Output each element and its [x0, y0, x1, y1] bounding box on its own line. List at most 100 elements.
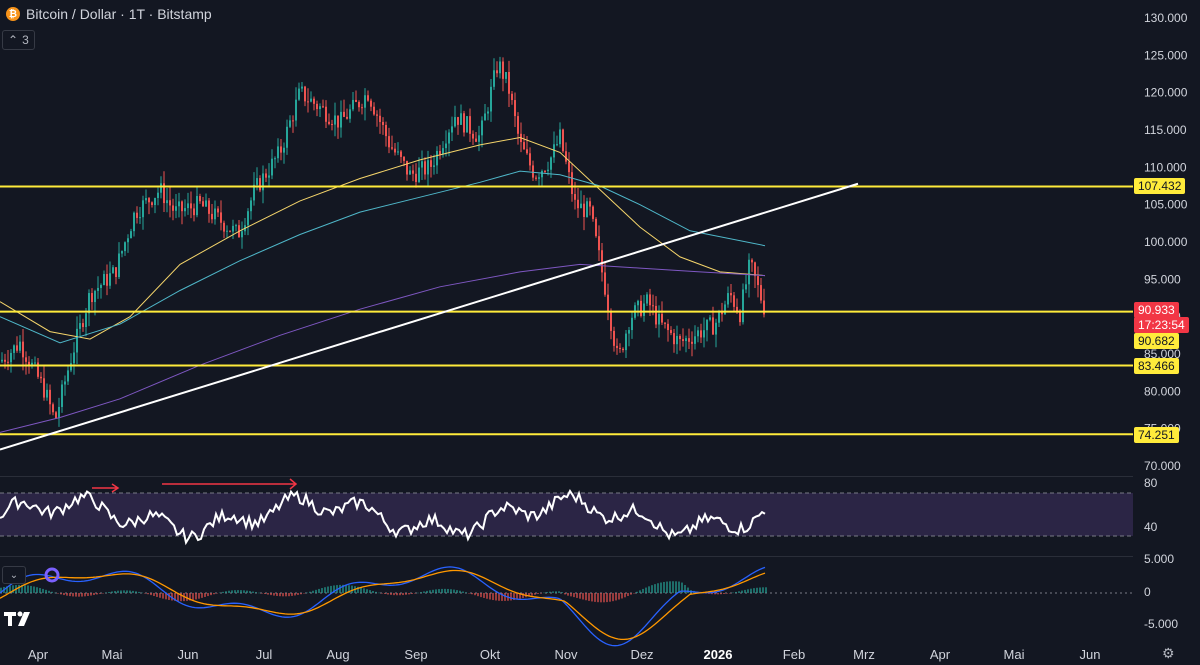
macd-histogram-bar: [327, 586, 329, 593]
candle: [523, 142, 525, 150]
macd-histogram-bar: [648, 586, 650, 593]
macd-histogram-bar: [90, 593, 92, 596]
macd-histogram-bar: [411, 593, 413, 594]
macd-histogram-bar: [135, 591, 137, 593]
candle: [517, 116, 519, 134]
candle: [712, 317, 714, 335]
macd-histogram-bar: [270, 593, 272, 596]
candle: [553, 144, 555, 158]
macd-histogram-bar: [258, 592, 260, 594]
candle: [292, 120, 294, 122]
candle: [526, 149, 528, 154]
macd-histogram-bar: [324, 587, 326, 593]
candle: [655, 305, 657, 325]
candle: [595, 218, 597, 237]
candle: [88, 293, 90, 314]
gear-icon[interactable]: ⚙: [1162, 645, 1175, 661]
macd-histogram-bar: [627, 593, 629, 597]
candle: [307, 101, 309, 103]
candle: [751, 259, 753, 263]
candle: [214, 208, 216, 220]
candle: [94, 290, 96, 303]
candle: [511, 93, 513, 101]
candle: [415, 173, 417, 182]
candle: [283, 147, 285, 153]
macd-histogram-bar: [312, 590, 314, 593]
candle: [337, 115, 339, 128]
price-axis-label: 95.000: [1144, 272, 1181, 286]
macd-histogram-bar: [645, 587, 647, 593]
rsi-line: [0, 488, 766, 546]
candle: [538, 177, 540, 179]
time-axis-label: Nov: [554, 647, 578, 662]
candle: [175, 206, 177, 211]
candle: [685, 338, 687, 342]
macd-histogram-bar: [165, 593, 167, 600]
candle: [589, 201, 591, 207]
candle: [715, 322, 717, 335]
macd-histogram-bar: [522, 593, 524, 599]
time-axis-label: Okt: [480, 647, 501, 662]
time-axis-label: 2026: [704, 647, 733, 662]
candle: [673, 333, 675, 345]
candle: [562, 129, 564, 152]
price-axis-label: 125.000: [1144, 48, 1188, 62]
macd-histogram-bar: [339, 584, 341, 593]
candle: [124, 242, 126, 252]
candle: [649, 294, 651, 306]
macd-axis-label: -5.000: [1144, 617, 1178, 631]
macd-histogram-bar: [207, 593, 209, 597]
macd-histogram-bar: [660, 582, 662, 593]
divergence-arrow: [92, 483, 120, 493]
indicator-count: 3: [22, 33, 29, 47]
macd-histogram-bar: [468, 593, 470, 594]
price-axis-label: 100.000: [1144, 235, 1188, 249]
candle: [205, 200, 207, 207]
candle: [688, 338, 690, 342]
time-axis-label: Feb: [783, 647, 805, 662]
candle: [739, 312, 741, 323]
candle: [574, 194, 576, 200]
macd-histogram-bar: [609, 593, 611, 602]
symbol-title[interactable]: Bitcoin / Dollar · 1T · Bitstamp: [26, 6, 212, 22]
candle: [499, 61, 501, 74]
candle: [577, 199, 579, 209]
candle: [682, 339, 684, 342]
macd-histogram-bar: [27, 585, 29, 593]
macd-histogram-bar: [618, 593, 620, 600]
pane-collapse-button[interactable]: ⌄: [2, 566, 26, 584]
macd-histogram-bar: [612, 593, 614, 602]
candle: [202, 201, 204, 207]
candle: [130, 231, 132, 239]
candle: [547, 169, 549, 172]
candle: [742, 289, 744, 323]
candle: [127, 238, 129, 243]
time-axis-label: Apr: [28, 647, 49, 662]
pane-divider: [0, 476, 1133, 477]
candle: [193, 208, 195, 216]
tradingview-logo[interactable]: [4, 608, 38, 628]
macd-histogram-bar: [372, 591, 374, 593]
indicator-toggle-button[interactable]: ⌃ 3: [2, 30, 35, 50]
candle: [223, 222, 225, 232]
macd-histogram-bar: [156, 593, 158, 597]
macd-histogram-bar: [747, 589, 749, 593]
macd-histogram-bar: [285, 593, 287, 597]
macd-histogram-bar: [633, 593, 635, 594]
candle: [451, 126, 453, 133]
macd-histogram-bar: [288, 593, 290, 597]
candle: [247, 211, 249, 226]
candle: [256, 178, 258, 185]
candle: [421, 161, 423, 168]
candle: [19, 341, 21, 351]
price-axis-label: 105.000: [1144, 198, 1188, 212]
candle: [610, 311, 612, 331]
candle: [700, 330, 702, 338]
macd-axis-label: 5.000: [1144, 552, 1174, 566]
macd-histogram-bar: [756, 587, 758, 593]
macd-histogram-bar: [84, 593, 86, 597]
candle: [745, 284, 747, 290]
macd-histogram-bar: [438, 589, 440, 593]
macd-histogram-bar: [78, 593, 80, 597]
